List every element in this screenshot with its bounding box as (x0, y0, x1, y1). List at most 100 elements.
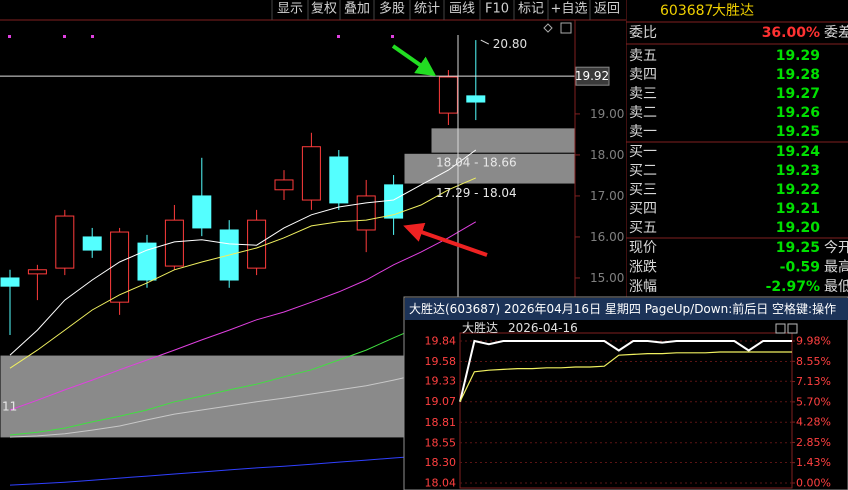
panel-bg (626, 0, 848, 300)
quote-extra: 最低 (824, 279, 848, 295)
price-axis: 19.92 19.00 18.00 17.00 16.00 15.00 (574, 20, 624, 297)
y2-tick-label: 9.98% (796, 335, 831, 348)
y-tick-label: 18.81 (425, 416, 457, 429)
quote-label: 卖一 (629, 124, 657, 140)
quote-extra: 委差 (824, 25, 848, 41)
candle-body (384, 184, 404, 219)
stock-name: 大胜达 (712, 3, 754, 19)
candle-body (192, 195, 212, 229)
marker-dot (63, 35, 66, 38)
toolbar-button[interactable]: 返回 (594, 2, 620, 17)
quote-label: 卖二 (629, 105, 657, 121)
quote-value: 19.23 (776, 163, 820, 179)
quote-label: 涨跌 (629, 260, 657, 276)
popup-titlebar (405, 298, 848, 320)
y2-tick-label: 1.43% (796, 456, 831, 469)
moving-average (9, 221, 477, 411)
red-arrow (403, 222, 488, 257)
toolbar-button[interactable]: 多股 (379, 1, 405, 17)
quote-value: -2.97% (766, 279, 820, 295)
toolbar-button[interactable]: 画线 (449, 2, 475, 17)
intraday-popup: 大胜达(603687) 2026年04月16日 星期四 PageUp/Down:… (403, 296, 848, 490)
diamond-icon[interactable] (543, 23, 553, 33)
zone-label: 17.29 - 18.04 (436, 186, 517, 200)
zone-label: 11 (2, 399, 17, 413)
candle-body (164, 219, 184, 267)
quote-label: 卖五 (629, 48, 657, 64)
green-arrow (391, 44, 437, 77)
moving-average (9, 149, 477, 356)
toolbar-button[interactable]: 叠加 (344, 2, 370, 17)
quote-value: 19.28 (776, 67, 820, 83)
popup-icon[interactable] (787, 323, 798, 334)
quote-label: 买三 (629, 182, 657, 198)
y-tick-label: 18.55 (425, 436, 457, 449)
quote-value: 36.00% (762, 25, 820, 41)
marker-dot (91, 35, 94, 38)
y2-tick-label: 4.28% (796, 416, 831, 429)
toolbar-button[interactable]: 统计 (414, 2, 440, 17)
marker-dot (8, 35, 11, 38)
candle-body (438, 76, 458, 114)
candle-body (247, 219, 267, 269)
moving-average (9, 177, 476, 369)
kline-overlay: 20.80 (8, 22, 572, 297)
candle-body (274, 179, 294, 191)
intraday-name: 大胜达 (462, 320, 498, 335)
quote-value: 19.25 (776, 240, 820, 256)
quote-value: 19.26 (776, 105, 820, 121)
moving-average (9, 451, 476, 486)
toolbar-button[interactable]: F10 (485, 2, 509, 17)
quote-label: 买二 (629, 163, 657, 179)
popup-frame (403, 296, 848, 490)
y-tick-label: 19.84 (425, 335, 457, 348)
toolbar-bg (270, 0, 626, 20)
popup-icon[interactable] (775, 323, 786, 334)
quote-value: 19.27 (776, 86, 820, 102)
y-tick-label: 19.58 (425, 355, 457, 368)
popup-title: 大胜达(603687) 2026年04月16日 星期四 PageUp/Down:… (409, 301, 836, 316)
candle-body (82, 236, 102, 251)
quote-extra: 最高 (824, 259, 848, 276)
quote-value: 19.22 (776, 182, 820, 198)
marker-dot (337, 35, 340, 38)
toolbar-button[interactable]: 标记 (518, 2, 544, 17)
quote-label: 买五 (629, 220, 657, 236)
y-tick-label: 18.00 (590, 148, 624, 162)
intraday-line (459, 351, 792, 402)
toolbar-button[interactable]: 复权 (311, 1, 337, 17)
y-tick-label: 19.00 (590, 107, 624, 121)
candle-body (356, 195, 376, 231)
candle-body (301, 146, 321, 201)
quote-label: 现价 (629, 240, 657, 256)
high-marker (480, 39, 490, 45)
candle-body (27, 269, 47, 275)
toolbar-button[interactable]: 显示 (277, 2, 303, 17)
stock-code: 603687 (660, 3, 713, 19)
quote-label: 买四 (629, 201, 657, 217)
quote-value: 19.24 (776, 144, 821, 160)
last-price-box (575, 66, 610, 86)
y-tick-label: 18.30 (425, 456, 457, 469)
quote-value: 19.29 (776, 48, 820, 64)
window-icon[interactable] (560, 22, 572, 34)
quote-extra: 今开 (824, 240, 848, 256)
quote-value: 19.20 (776, 220, 821, 236)
marker-dot (391, 35, 394, 38)
y2-tick-label: 7.13% (796, 375, 831, 388)
y2-tick-label: 2.85% (796, 436, 831, 449)
toolbar: 显示 复权 叠加 多股 统计 画线 F10 标记 +自选 返回 (0, 0, 626, 21)
y-tick-label: 19.33 (425, 375, 457, 388)
intraday-line (459, 339, 792, 402)
support-zone (430, 127, 575, 154)
y-tick-label: 18.04 (425, 477, 457, 490)
toolbar-button[interactable]: +自选 (551, 2, 588, 17)
moving-average (9, 301, 476, 436)
quote-value: 19.21 (776, 201, 820, 217)
intraday-date: 2026-04-16 (508, 321, 578, 335)
candle-body (329, 156, 349, 204)
y-tick-label: 15.00 (590, 271, 624, 285)
